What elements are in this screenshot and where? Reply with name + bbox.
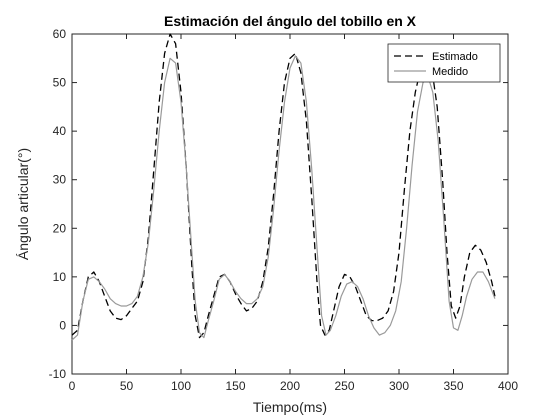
y-tick-label: 40 — [53, 124, 67, 138]
x-tick-label: 50 — [120, 379, 134, 393]
y-tick-label: 0 — [59, 318, 66, 332]
legend-label-estimado: Estimado — [432, 51, 478, 63]
plot-area — [71, 33, 509, 375]
x-tick-label: 300 — [389, 379, 409, 393]
x-tick-label: 150 — [225, 379, 245, 393]
y-tick-label: 10 — [53, 270, 67, 284]
x-tick-label: 200 — [280, 379, 300, 393]
x-tick-label: 0 — [69, 379, 76, 393]
y-tick-label: 20 — [53, 221, 67, 235]
x-axis-label: Tiempo(ms) — [253, 399, 327, 415]
x-tick-label: 400 — [498, 379, 518, 393]
x-tick-label: 100 — [171, 379, 191, 393]
y-tick-label: -10 — [49, 367, 67, 381]
legend-label-medido: Medido — [432, 66, 468, 78]
y-tick-label: 30 — [53, 173, 67, 187]
legend: Estimado Medido — [387, 43, 501, 83]
chart-title: Estimación del ángulo del tobillo en X — [164, 13, 417, 29]
x-tick-label: 250 — [334, 379, 354, 393]
x-tick-label: 350 — [443, 379, 463, 393]
y-tick-label: 60 — [53, 27, 67, 41]
y-tick-label: 50 — [53, 76, 67, 90]
legend-box — [387, 43, 501, 83]
y-axis-label: Ángulo articular(°) — [15, 148, 31, 260]
